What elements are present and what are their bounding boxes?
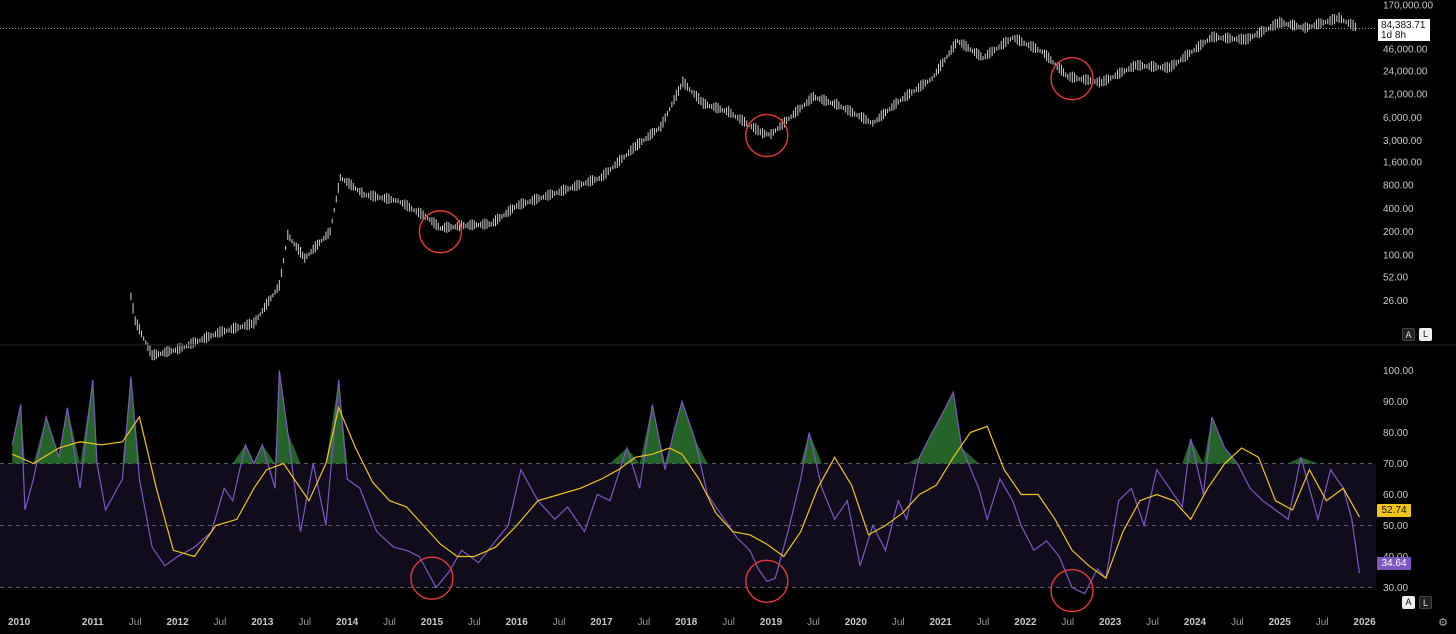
time-tick-label: Jul [129,617,142,628]
rsi-log-scale-button[interactable]: L [1419,596,1432,609]
time-tick-label: 2024 [1184,617,1207,628]
rsi-highlight-circle [745,559,789,603]
time-tick-label: 2025 [1269,617,1292,628]
time-tick-label: 2016 [506,617,529,628]
rsi-overbought-fill [12,370,1360,464]
price-tick-label: 12,000.00 [1383,90,1428,101]
price-tick-label: 800.00 [1383,181,1414,192]
time-tick-label: 2017 [590,617,613,628]
time-tick-label: 2013 [251,617,274,628]
time-tick-label: Jul [977,617,990,628]
price-tick-label: 6,000.00 [1383,113,1422,124]
time-tick-label: 2023 [1099,617,1122,628]
rsi-panel[interactable] [0,370,1376,613]
time-tick-label: 2022 [1014,617,1037,628]
price-tick-label: 26.00 [1383,296,1408,307]
price-highlight-circle [745,113,789,158]
rsi-line [11,370,1361,595]
time-tick-label: 2010 [8,617,31,628]
time-axis: 2010 2011 Jul 2012 Jul 2013 Jul 2014 Jul 2015 Jul 2… [8,617,1376,628]
price-tick-label: 1,600.00 [1383,157,1422,168]
price-axis: 170,000.00 46,000.00 24,000.00 12,000.00 6,0… [1383,0,1433,306]
time-tick-label: 2019 [760,617,783,628]
time-tick-label: Jul [1316,617,1329,628]
time-tick-label: 2011 [82,617,104,628]
time-tick-label: 2020 [845,617,868,628]
price-tick-label: 24,000.00 [1383,66,1428,77]
last-price-tag: 84,383.71 1d 8h [1378,19,1430,41]
rsi-tick-label: 60.00 [1383,490,1408,501]
time-tick-label: Jul [807,617,820,628]
time-tick-label: 2014 [336,617,359,628]
rsi-highlight-circle [410,556,454,600]
rsi-value-tag: 34.64 [1377,557,1411,570]
rsi-tick-label: 70.00 [1383,459,1408,470]
price-tick-label: 200.00 [1383,227,1414,238]
time-tick-label: 2012 [166,617,189,628]
price-tick-label: 3,000.00 [1383,136,1422,147]
price-auto-scale-button[interactable]: A [1402,328,1415,341]
rsi-auto-scale-button[interactable]: A [1402,596,1415,609]
time-tick-label: Jul [214,617,227,628]
rsi-tick-label: 50.00 [1383,521,1408,532]
time-tick-label: Jul [722,617,735,628]
time-tick-label: Jul [637,617,650,628]
settings-gear-icon[interactable]: ⚙ [1438,617,1448,629]
time-tick-label: Jul [468,617,481,628]
time-tick-label: Jul [1146,617,1159,628]
price-tick-label: 100.00 [1383,251,1414,262]
last-price-value: 84,383.71 [1381,20,1426,31]
price-tick-label: 170,000.00 [1383,0,1433,11]
time-tick-label: Jul [892,617,905,628]
rsi-tick-label: 30.00 [1383,583,1408,594]
price-tick-label: 52.00 [1383,273,1408,284]
price-tick-label: 46,000.00 [1383,44,1428,55]
time-tick-label: 2021 [929,617,952,628]
time-tick-label: Jul [298,617,311,628]
time-tick-label: Jul [383,617,396,628]
price-tick-label: 400.00 [1383,204,1414,215]
time-tick-label: Jul [553,617,566,628]
time-tick-label: 2018 [675,617,698,628]
time-tick-label: Jul [1231,617,1244,628]
rsi-ma-line [11,405,1360,580]
rsi-highlight-circle [1050,568,1094,613]
rsi-ma-value-tag: 52.74 [1377,504,1411,517]
bar-countdown: 1d 8h [1381,30,1407,41]
rsi-tick-label: 90.00 [1383,397,1408,408]
price-log-scale-button[interactable]: L [1419,328,1432,341]
price-highlight-circle [1050,56,1094,101]
time-tick-label: Jul [1061,617,1074,628]
rsi-tick-label: 80.00 [1383,428,1408,439]
time-tick-label: 2015 [421,617,444,628]
time-tick-label: 2026 [1353,617,1376,628]
price-highlight-circle [418,210,463,254]
rsi-tick-label: 100.00 [1383,366,1414,377]
price-panel[interactable] [0,12,1376,361]
